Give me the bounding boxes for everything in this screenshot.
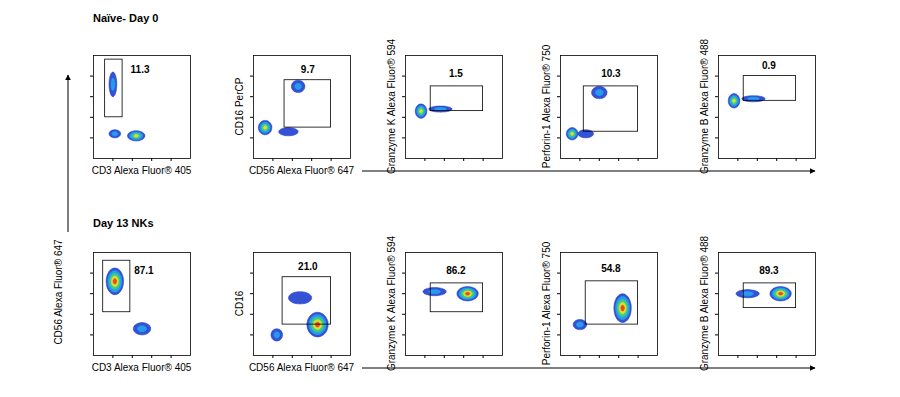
- svg-text:1.5: 1.5: [449, 68, 463, 79]
- svg-text:89.3: 89.3: [759, 265, 779, 276]
- svg-text:CD56 Alexa Fluor® 647: CD56 Alexa Fluor® 647: [53, 239, 64, 345]
- svg-text:Granzyme B Alexa Fluor® 488: Granzyme B Alexa Fluor® 488: [699, 38, 710, 174]
- svg-text:54.8: 54.8: [601, 263, 621, 274]
- svg-text:Day 13 NKs: Day 13 NKs: [93, 217, 154, 229]
- svg-text:0.9: 0.9: [762, 60, 776, 71]
- svg-text:Granzyme B Alexa Fluor® 488: Granzyme B Alexa Fluor® 488: [699, 235, 710, 371]
- svg-text:Perforin-1 Alexa Fluor® 750: Perforin-1 Alexa Fluor® 750: [541, 44, 552, 168]
- svg-text:CD16: CD16: [234, 290, 245, 316]
- svg-text:11.3: 11.3: [131, 64, 150, 75]
- svg-text:87.1: 87.1: [134, 265, 154, 276]
- svg-text:86.2: 86.2: [446, 265, 466, 276]
- svg-text:CD3 Alexa Fluor® 405: CD3 Alexa Fluor® 405: [92, 165, 192, 176]
- svg-text:21.0: 21.0: [298, 261, 318, 272]
- svg-text:Perforin-1 Alexa Fluor® 750: Perforin-1 Alexa Fluor® 750: [541, 241, 552, 365]
- svg-text:10.3: 10.3: [601, 68, 621, 79]
- svg-text:CD3 Alexa Fluor® 405: CD3 Alexa Fluor® 405: [92, 362, 192, 373]
- svg-text:CD56 Alexa Fluor® 647: CD56 Alexa Fluor® 647: [249, 165, 355, 176]
- svg-text:CD56 Alexa Fluor® 647: CD56 Alexa Fluor® 647: [249, 362, 355, 373]
- svg-text:CD16 PerCP: CD16 PerCP: [234, 77, 245, 135]
- svg-text:Granzyme K Alexa Fluor® 594: Granzyme K Alexa Fluor® 594: [386, 235, 397, 371]
- svg-text:9.7: 9.7: [301, 64, 315, 75]
- svg-text:Naïve- Day 0: Naïve- Day 0: [93, 12, 158, 24]
- svg-text:Granzyme K Alexa Fluor® 594: Granzyme K Alexa Fluor® 594: [386, 38, 397, 174]
